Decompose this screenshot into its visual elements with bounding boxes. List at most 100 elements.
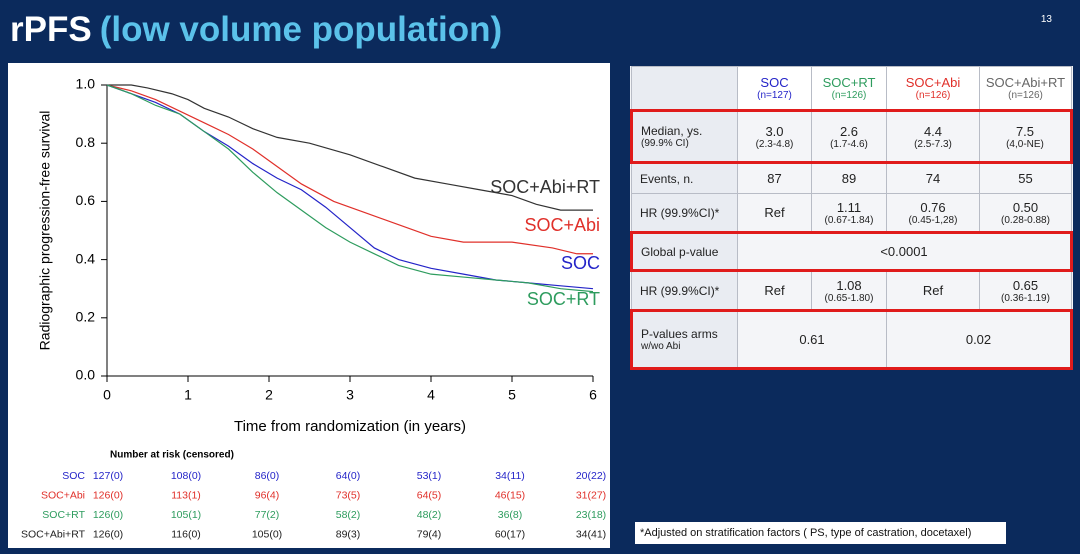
risk-count: 86(0): [255, 470, 280, 482]
cell-subtext: (0.45-1,28): [908, 214, 958, 226]
risk-count: 89(3): [336, 528, 361, 540]
cell-text: 2.6: [839, 123, 859, 139]
risk-table-title: Number at risk (censored): [110, 450, 234, 461]
table-cell: 0.76 (0.45-1,28): [886, 193, 980, 233]
cell-subtext: (2.5-7.3): [914, 138, 952, 150]
table-row: Global p-value <0.0001: [630, 231, 1073, 272]
cell-text: SOC: [760, 75, 789, 90]
risk-row-name: SOC: [62, 470, 85, 482]
risk-count: 36(8): [498, 509, 523, 521]
cell-text: Global p-value: [641, 244, 719, 259]
cell-subtext: (0.28-0.88): [1001, 214, 1050, 226]
table-cell: 55: [979, 162, 1072, 194]
risk-count: 96(4): [255, 489, 280, 501]
y-tick-label: 1.0: [76, 76, 96, 92]
footnote: *Adjusted on stratification factors ( PS…: [635, 522, 1006, 544]
table-row: Median, ys. (99.9% CI) 3.0 (2.3-4.8) 2.6 (1.7…: [630, 109, 1073, 164]
table-row: P-values arms w/wo Abi 0.61 0.02: [630, 309, 1073, 370]
risk-count: 126(0): [93, 509, 123, 521]
row-label: Global p-value: [630, 231, 738, 272]
x-tick-label: 2: [265, 387, 273, 403]
cell-subtext: (0.36-1.19): [1001, 292, 1050, 304]
risk-count: 48(2): [417, 509, 442, 521]
risk-count: 64(0): [336, 470, 361, 482]
cell-text: SOC+Abi+RT: [985, 75, 1066, 90]
cell-text: HR (99.9%CI)*: [640, 283, 720, 298]
table-cell: 0.65 (0.36-1.19): [979, 270, 1072, 311]
cell-subtext: (0.67-1.84): [824, 214, 874, 226]
risk-count: 105(1): [171, 509, 201, 521]
cell-subtext: (4,0-NE): [1006, 138, 1044, 150]
table-row: HR (99.9%CI)* Ref 1.08 (0.65-1.80) Ref 0.65 (0…: [631, 270, 1072, 311]
risk-count: 105(0): [252, 528, 282, 540]
cell-text: HR (99.9%CI)*: [640, 205, 720, 220]
survival-curve: [107, 84, 593, 211]
x-tick-label: 5: [508, 387, 516, 403]
risk-count: 77(2): [255, 509, 280, 521]
x-tick-label: 6: [589, 387, 597, 403]
risk-count: 23(18): [576, 509, 606, 521]
table-cell: 1.11 (0.67-1.84): [811, 193, 887, 233]
cell-subtext: w/wo Abi: [641, 341, 681, 352]
series-label: SOC+Abi+RT: [490, 177, 600, 197]
risk-row-name: SOC+Abi: [41, 489, 85, 501]
y-axis-label: Radiographic progression-free survival: [37, 111, 53, 351]
cell-text: 0.02: [965, 332, 992, 347]
subtitle: (low volume population): [99, 10, 503, 49]
survival-curve: [106, 84, 594, 293]
results-table: SOC (n=127) SOC+RT (n=126) SOC+Abi (n=126) SOC…: [630, 66, 1073, 370]
y-tick-label: 0.0: [76, 367, 96, 383]
series-label: SOC+Abi: [524, 215, 600, 235]
cell-text: 7.5: [1015, 123, 1035, 139]
risk-count: 53(1): [417, 470, 442, 482]
header-cell: [631, 66, 738, 111]
cell-subtext: (n=126): [831, 90, 867, 101]
cell-subtext: (99.9% CI): [641, 138, 689, 149]
risk-count: 113(1): [171, 489, 201, 501]
table-row: HR (99.9%CI)* Ref 1.11 (0.67-1.84) 0.76 (0.45…: [631, 193, 1072, 233]
header-cell: SOC+Abi (n=126): [886, 66, 980, 111]
table-cell: <0.0001: [737, 231, 1073, 272]
table-cell: 0.02: [886, 309, 1073, 370]
cell-text: 0.61: [799, 332, 825, 347]
y-tick-label: 0.4: [76, 250, 96, 266]
row-label: HR (99.9%CI)*: [631, 193, 738, 233]
x-tick-label: 4: [427, 387, 435, 403]
cell-subtext: (n=127): [757, 90, 792, 101]
risk-count: 46(15): [495, 489, 525, 501]
cell-text: Events, n.: [640, 171, 694, 186]
chart-panel: 0.0 0.2 0.4 0.6 0.8 1.0 0 1 2 3 4 5 6 Radiographic pr…: [8, 63, 610, 548]
table-cell: 1.08 (0.65-1.80): [811, 270, 887, 311]
table-cell: Ref: [886, 270, 980, 311]
risk-row-name: SOC+RT: [42, 509, 85, 521]
cell-subtext: (n=126): [1008, 90, 1043, 101]
table-cell: 89: [811, 162, 887, 194]
cell-text: 4.4: [923, 123, 943, 139]
survival-curve: [106, 84, 593, 255]
table-cell: Ref: [737, 270, 812, 311]
cell-subtext: (1.7-4.6): [830, 138, 868, 150]
risk-row-name: SOC+Abi+RT: [21, 528, 86, 540]
x-axis-label: Time from randomization (in years): [234, 418, 466, 435]
slide-title: rPFS (low volume population): [10, 10, 502, 50]
chart: 0.0 0.2 0.4 0.6 0.8 1.0 0 1 2 3 4 5 6 Radiographic pr…: [21, 76, 606, 541]
table-cell: 74: [886, 162, 980, 194]
table-cell: 0.50 (0.28-0.88): [979, 193, 1072, 233]
cell-text: 0.65: [1012, 277, 1039, 293]
cell-text: 89: [841, 171, 857, 186]
cell-text: 1.11: [836, 199, 862, 215]
table-cell: Ref: [737, 193, 812, 233]
header-cell: SOC (n=127): [737, 66, 812, 111]
cell-text: 1.08: [836, 277, 862, 293]
risk-count: 58(2): [336, 509, 361, 521]
title: rPFS: [10, 10, 92, 49]
cell-text: 55: [1018, 171, 1033, 186]
y-tick-label: 0.6: [76, 192, 96, 208]
risk-count: 34(41): [576, 528, 606, 540]
header-cell: SOC+RT (n=126): [811, 66, 887, 111]
risk-count: 79(4): [417, 528, 442, 540]
cell-text: 74: [925, 171, 941, 186]
cell-text: Median, ys.: [641, 124, 703, 138]
y-tick-label: 0.2: [76, 309, 96, 325]
table-cell: 4.4 (2.5-7.3): [886, 109, 980, 164]
